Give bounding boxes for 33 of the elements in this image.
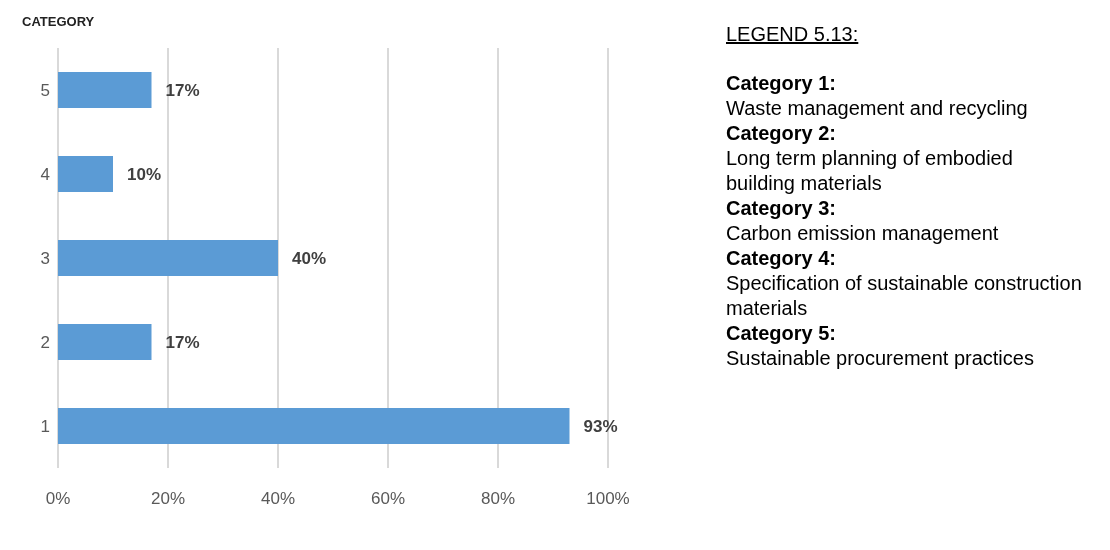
- bar: [58, 156, 113, 192]
- x-tick-label: 40%: [260, 489, 296, 509]
- text: Specification of sustainable construction materials: [726, 271, 1083, 321]
- data-label: 40%: [292, 249, 327, 269]
- x-tick-label: 100%: [586, 489, 630, 509]
- text: Category 4:: [726, 246, 838, 271]
- text: Category 2:: [726, 121, 838, 146]
- text: Carbon emission management: [726, 221, 1000, 246]
- x-tick-label: 0%: [45, 489, 71, 509]
- y-axis-title: CATEGORY: [22, 14, 95, 29]
- x-tick-label: 80%: [480, 489, 516, 509]
- text: Sustainable procurement practices: [726, 346, 1035, 371]
- bar: [58, 324, 152, 360]
- text: Category 1:: [726, 71, 838, 96]
- text: Category 3:: [726, 196, 838, 221]
- y-tick-label: 1: [40, 417, 50, 437]
- text: LEGEND 5.13:: [726, 22, 860, 47]
- data-label: 17%: [165, 333, 200, 353]
- x-tick-label: 20%: [150, 489, 186, 509]
- bar: [58, 72, 152, 108]
- text: Waste management and recycling: [726, 96, 1029, 121]
- y-tick-label: 4: [40, 165, 50, 185]
- text: Category 5:: [726, 321, 838, 346]
- data-label: 10%: [127, 165, 162, 185]
- x-tick-label: 60%: [370, 489, 406, 509]
- data-label: 93%: [583, 417, 618, 437]
- y-tick-label: 2: [40, 333, 50, 353]
- bar: [58, 408, 570, 444]
- data-label: 17%: [165, 81, 200, 101]
- y-tick-label: 3: [40, 249, 50, 269]
- bar: [58, 240, 278, 276]
- y-tick-label: 5: [40, 81, 50, 101]
- text: Long term planning of embodied building materials: [726, 146, 1014, 196]
